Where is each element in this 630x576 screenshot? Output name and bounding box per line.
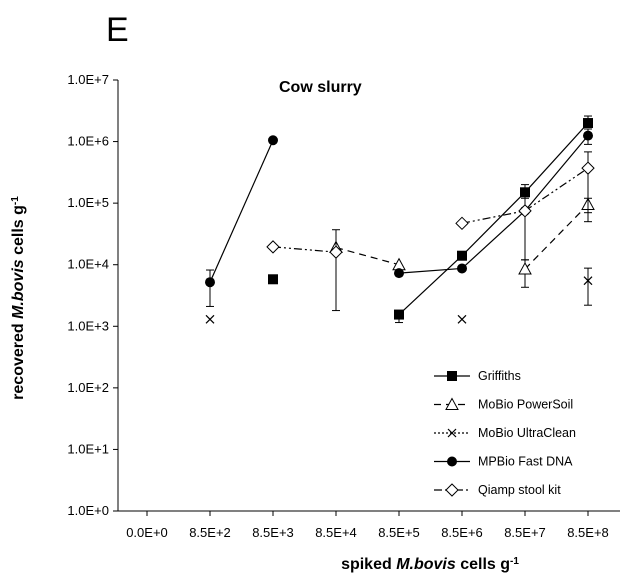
ultraclean-marker [457,314,467,324]
y-tick-label: 1.0E+3 [67,318,109,333]
x-tick-label: 8.5E+4 [315,525,357,540]
qiamp-marker [581,161,595,175]
series-layer [205,115,595,324]
series-segment [335,246,400,266]
chart-title: Cow slurry [279,79,362,96]
powersoil-marker [518,262,532,275]
powersoil-marker [445,397,459,410]
legend-label: MoBio PowerSoil [478,398,573,412]
series-segment [461,210,526,224]
series-segment [461,191,526,257]
ultraclean-marker-stroke [457,314,467,324]
ultraclean-marker [205,314,215,324]
x-tick-label: 0.0E+0 [126,525,168,540]
y-tick-label: 1.0E+5 [67,195,109,210]
qiamp-marker [266,240,280,254]
y-tick-label: 1.0E+7 [67,72,109,87]
griffiths-marker [583,118,593,129]
ultraclean-marker [447,428,457,438]
powersoil-marker [392,257,406,271]
griffiths-marker [457,250,467,261]
series-segment [272,246,337,253]
y-tick-label: 1.0E+0 [67,503,109,518]
qiamp-marker [445,483,459,497]
series-segment [524,204,589,270]
x-axis: 0.0E+0 8.5E+2 8.5E+3 8.5E+4 8.5E+5 8.5E+6 8.5E… [118,510,620,540]
y-tick-label: 1.0E+1 [67,441,109,456]
x-tick-label: 8.5E+7 [504,525,546,540]
panel-label: E [106,11,129,49]
series-segment [524,135,589,212]
y-tick-label: 1.0E+4 [67,257,109,272]
x-tick-label: 8.5E+6 [441,525,483,540]
mpbio-marker [457,263,467,274]
legend-label: Qiamp stool kit [478,483,561,497]
griffiths-marker [268,274,278,285]
x-tick-label: 8.5E+5 [378,525,420,540]
griffiths-marker [447,371,457,381]
mpbio-marker [268,135,278,146]
mpbio-marker [447,456,457,467]
legend-label: Griffiths [478,369,521,383]
y-tick-label: 1.0E+2 [67,380,109,395]
griffiths-marker [394,309,404,320]
mpbio-marker [583,130,593,141]
qiamp-marker [518,204,532,218]
qiamp-marker [329,245,343,259]
ultraclean-marker-stroke [583,276,593,286]
series-segment [209,140,274,283]
x-tick-label: 8.5E+3 [252,525,294,540]
series-qiamp-stool-kit [266,151,595,312]
series-mobio-ultraclean [205,267,593,324]
series-segment [524,167,589,212]
series-segment [398,267,463,274]
series-mpbio-fast-dna [205,128,593,307]
x-tick-label: 8.5E+8 [567,525,609,540]
ultraclean-marker-stroke [205,314,215,324]
y-axis-title: recovered M.bovis cells g-1 [10,196,28,400]
x-axis-title: spiked M.bovis cells g-1 [341,556,519,574]
legend-label: MoBio UltraClean [478,426,576,440]
ultraclean-marker-stroke [447,428,457,438]
x-tick-label: 8.5E+2 [189,525,231,540]
series-mobio-powersoil [329,197,595,288]
mpbio-marker [394,268,404,279]
series-segment [461,210,526,269]
series-griffiths [268,115,593,324]
legend: Griffiths MoBio PowerSoil MoBio UltraClean… [434,369,576,497]
mpbio-marker [205,277,215,288]
series-segment [398,255,463,316]
y-axis: 1.0E+0 1.0E+1 1.0E+2 1.0E+3 1.0E+4 1.0E+5 1.0E… [67,72,119,518]
series-segment [524,122,589,193]
ultraclean-marker [583,276,593,286]
y-tick-label: 1.0E+6 [67,134,109,149]
qiamp-marker [455,216,469,231]
legend-label: MPBio Fast DNA [478,455,573,469]
